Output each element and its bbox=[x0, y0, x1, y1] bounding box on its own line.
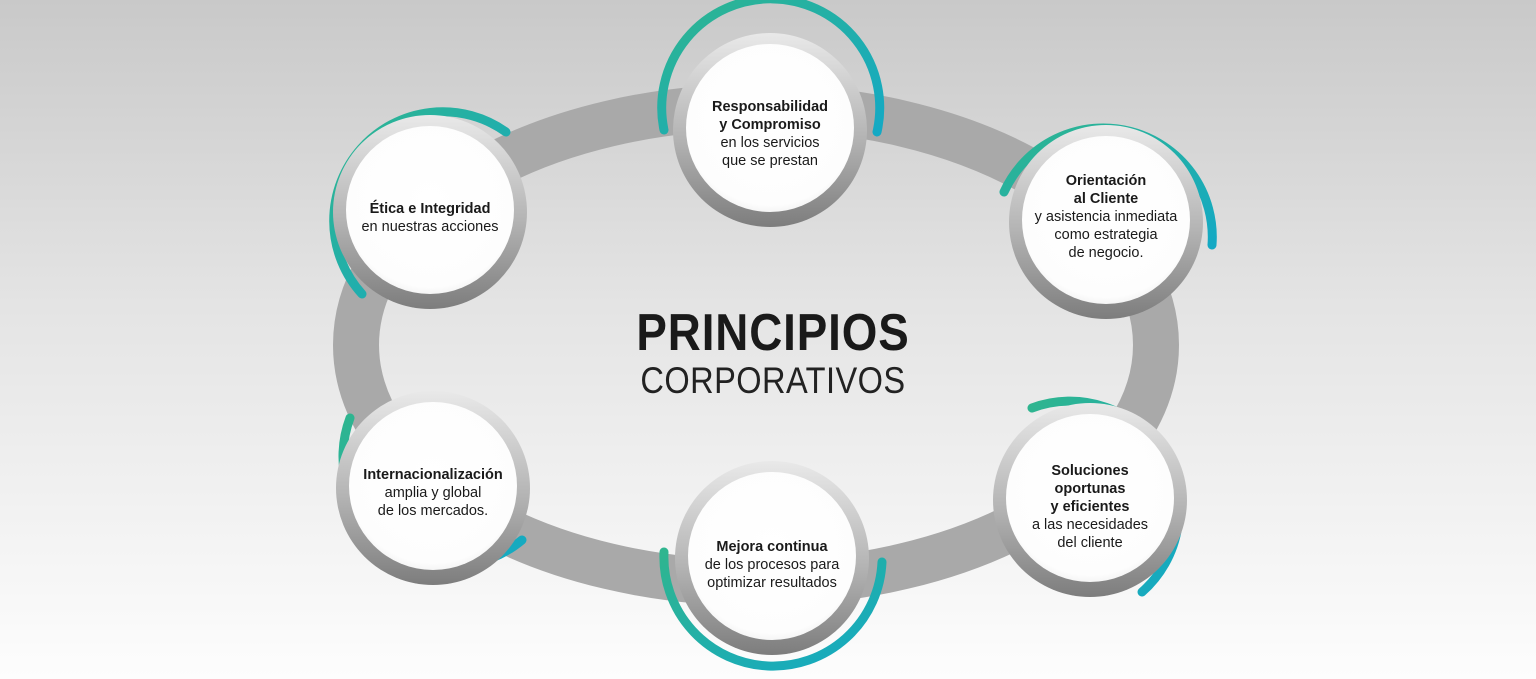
principle-body: de los mercados. bbox=[377, 503, 489, 519]
node-accent-arc bbox=[657, 0, 885, 137]
principle-text-mejora: Mejora continua de los procesos para opt… bbox=[677, 538, 867, 592]
principle-body: y asistencia inmediata bbox=[1034, 209, 1178, 225]
node-accent-arc bbox=[659, 547, 887, 671]
principle-text-internacionalizacion: Internacionalización amplia y global de … bbox=[338, 466, 528, 520]
principle-text-responsabilidad: Responsabilidad y Compromiso en los serv… bbox=[675, 98, 865, 170]
node-soluciones bbox=[993, 396, 1187, 597]
principle-heading: Soluciones bbox=[1051, 463, 1129, 479]
principle-heading: Mejora continua bbox=[716, 539, 828, 555]
principle-body: optimizar resultados bbox=[707, 575, 837, 591]
principle-text-soluciones: Soluciones oportunas y eficientes a las … bbox=[995, 462, 1185, 552]
node-orientacion bbox=[999, 123, 1217, 319]
title-main: PRINCIPIOS bbox=[636, 304, 910, 362]
principle-heading: Responsabilidad bbox=[711, 99, 829, 115]
title-sub: CORPORATIVOS bbox=[640, 360, 906, 401]
principle-text-etica: Ética e Integridad en nuestras acciones bbox=[335, 200, 525, 236]
principle-body: en nuestras acciones bbox=[361, 219, 499, 235]
node-etica bbox=[329, 107, 527, 309]
principle-body: de los procesos para bbox=[704, 557, 840, 573]
principle-heading: Orientación bbox=[1065, 173, 1147, 189]
principle-heading: Ética e Integridad bbox=[369, 201, 491, 217]
principle-body: a las necesidades bbox=[1031, 517, 1149, 533]
principle-heading: y Compromiso bbox=[719, 117, 821, 133]
principle-body: en los servicios bbox=[720, 135, 820, 151]
principle-heading: Internacionalización bbox=[363, 467, 503, 483]
principle-body: como estrategia bbox=[1054, 227, 1158, 243]
principle-heading: y eficientes bbox=[1050, 499, 1130, 515]
principle-body: de negocio. bbox=[1068, 245, 1144, 261]
node-mejora bbox=[659, 461, 887, 671]
node-internacionalizacion bbox=[336, 391, 530, 585]
principle-body: que se prestan bbox=[722, 153, 818, 169]
principle-heading: oportunas bbox=[1054, 481, 1126, 497]
principle-text-orientacion: Orientación al Cliente y asistencia inme… bbox=[1011, 172, 1201, 262]
principle-body: del cliente bbox=[1057, 535, 1123, 551]
principle-body: amplia y global bbox=[384, 485, 482, 501]
node-responsabilidad bbox=[657, 0, 885, 227]
principle-heading: al Cliente bbox=[1073, 191, 1139, 207]
diagram-title: PRINCIPIOS CORPORATIVOS bbox=[568, 305, 978, 401]
